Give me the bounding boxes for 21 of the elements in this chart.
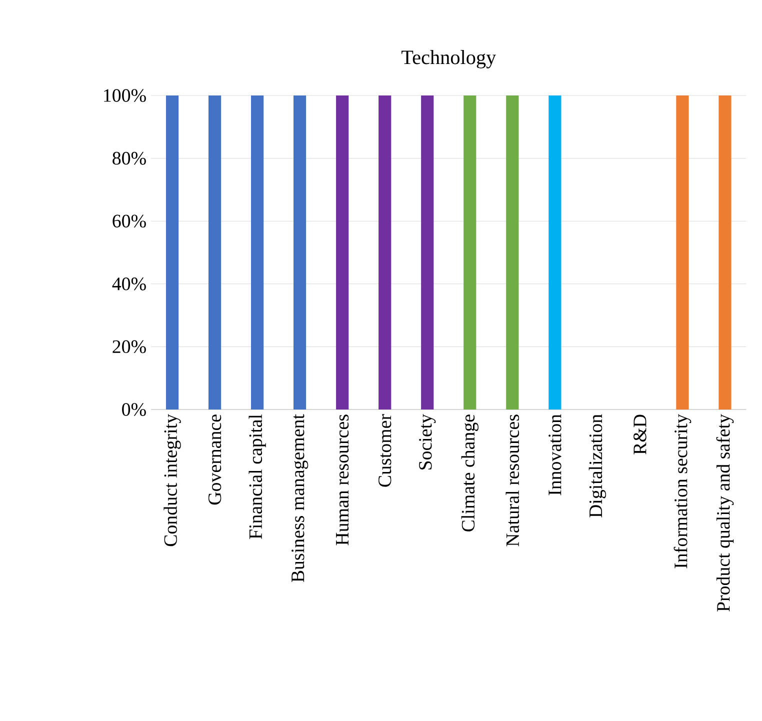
- x-tick-label: Conduct integrity: [164, 414, 181, 546]
- x-tick-label: Information security: [674, 414, 692, 568]
- x-tick-label: Business management: [292, 414, 308, 582]
- chart-title: Technology: [402, 50, 496, 69]
- x-tick-label: Financial capital: [248, 414, 266, 540]
- y-tick-label: 20%: [112, 340, 146, 354]
- x-tick-label: Human resources: [336, 414, 349, 546]
- y-tick-label: 60%: [112, 214, 146, 228]
- x-tick-label: Natural resources: [506, 414, 520, 546]
- x-tick-label: R&D: [634, 414, 646, 455]
- y-tick-label: 0%: [122, 403, 146, 416]
- x-tick-label: Digitalization: [588, 414, 606, 518]
- x-tick-label: Customer: [378, 414, 392, 487]
- y-tick-label: 40%: [112, 278, 146, 290]
- x-tick-label: Climate change: [461, 414, 478, 532]
- x-tick-label: Product quality and safety: [716, 414, 734, 612]
- x-tick-label: Governance: [208, 414, 222, 505]
- y-tick-label: 100%: [104, 89, 146, 102]
- x-tick-label: Society: [419, 414, 436, 470]
- x-tick-label: Innovation: [548, 414, 562, 496]
- y-tick-label: 80%: [112, 152, 146, 165]
